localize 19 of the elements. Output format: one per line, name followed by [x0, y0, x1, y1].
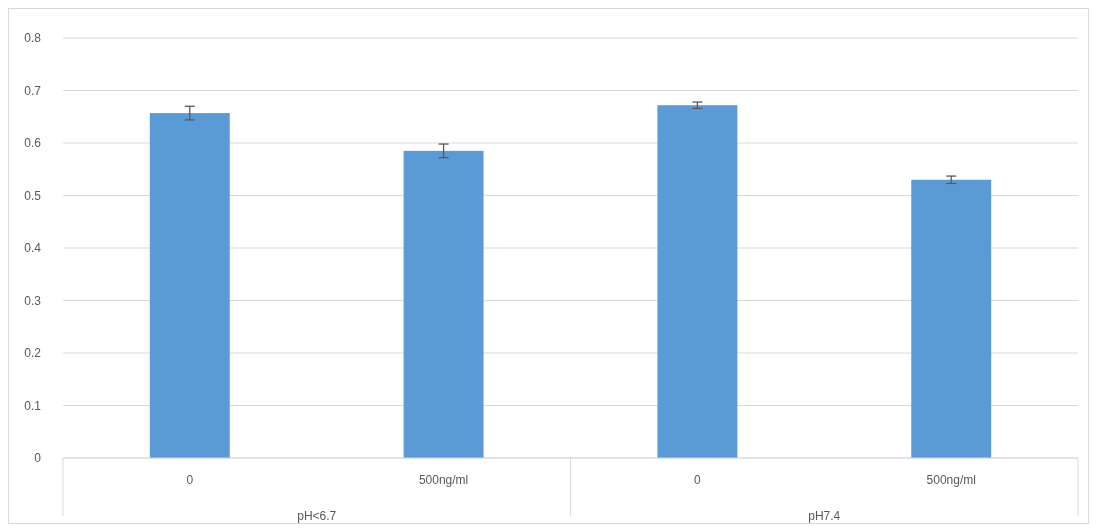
x-tick-label: 0: [694, 473, 702, 487]
y-tick-label: 0.3: [24, 293, 42, 308]
y-tick-label: 0.5: [24, 188, 42, 203]
y-tick-label: 0.7: [24, 83, 42, 98]
y-tick-label: 0: [34, 451, 42, 465]
x-tick-label: 500ng/ml: [926, 473, 976, 487]
bar: [911, 179, 992, 458]
y-tick-label: 0.2: [24, 346, 42, 360]
y-tick-label: 0.8: [24, 31, 42, 45]
text: pH<6.7: [297, 509, 337, 523]
text: pH7.4: [808, 509, 841, 523]
x-tick-label: 0: [186, 473, 194, 487]
bar: [657, 105, 738, 458]
bar: [403, 150, 484, 458]
x-tick-label: 500ng/ml: [418, 473, 469, 487]
y-tick-label: 0.1: [24, 398, 42, 413]
bar: [149, 113, 230, 458]
y-tick-label: 0.6: [24, 136, 42, 150]
y-tick-label: 0.4: [24, 241, 42, 255]
